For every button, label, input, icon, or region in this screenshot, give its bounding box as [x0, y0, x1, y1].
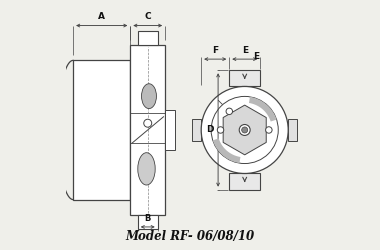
Polygon shape [249, 97, 277, 122]
Text: F: F [212, 46, 218, 56]
Text: Model RF- 06/08/10: Model RF- 06/08/10 [125, 230, 255, 243]
Text: A: A [98, 12, 105, 20]
Bar [288, 119, 297, 141]
Polygon shape [213, 138, 241, 163]
Text: E: E [253, 52, 259, 61]
Circle shape [242, 127, 248, 133]
Text: D: D [206, 126, 214, 134]
Bar [130, 46, 165, 214]
Circle shape [217, 127, 224, 133]
Bar [73, 60, 130, 200]
Bar [229, 70, 260, 86]
Text: C: C [144, 12, 151, 20]
Bar [138, 214, 158, 230]
Text: B: B [144, 214, 151, 223]
Bar [229, 174, 260, 190]
Text: E: E [242, 46, 248, 56]
Ellipse shape [138, 153, 155, 185]
Circle shape [211, 96, 278, 164]
Polygon shape [223, 105, 266, 155]
Bar [193, 119, 201, 141]
Circle shape [226, 108, 233, 114]
Circle shape [201, 86, 288, 174]
Ellipse shape [141, 84, 157, 108]
Bar [165, 110, 175, 150]
Circle shape [144, 119, 152, 127]
Bar [138, 30, 158, 46]
Circle shape [266, 127, 272, 133]
Circle shape [239, 124, 250, 136]
